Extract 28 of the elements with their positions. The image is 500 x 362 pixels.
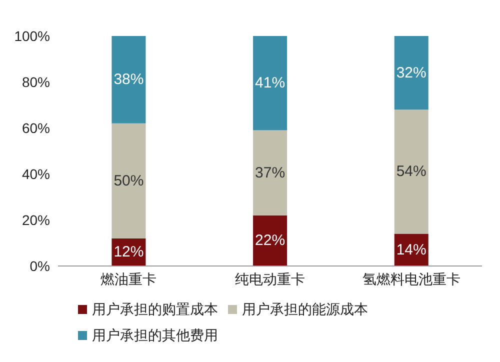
bar [394, 110, 428, 234]
x-tick-label: 纯电动重卡 [235, 270, 305, 287]
x-tick-label: 氢燃料电池重卡 [362, 270, 460, 287]
y-tick-label: 20% [22, 212, 50, 228]
data-label: 37% [255, 164, 286, 182]
data-label: 32% [396, 64, 426, 82]
y-tick-label: 60% [22, 120, 50, 136]
bar [253, 130, 288, 216]
legend-label: 用户承担的购置成本 [92, 300, 218, 319]
bar [394, 36, 428, 110]
data-label: 50% [114, 172, 144, 190]
x-tick-label: 燃油重卡 [100, 270, 157, 287]
data-label: 12% [114, 244, 144, 261]
legend-label: 用户承担的能源成本 [242, 300, 368, 319]
data-label: 54% [396, 163, 426, 180]
data-label: 41% [255, 74, 286, 92]
bar [112, 36, 146, 124]
y-tick-label: 100% [14, 28, 50, 44]
y-tick-label: 40% [22, 166, 50, 182]
data-label: 22% [255, 232, 286, 250]
bar [253, 36, 288, 130]
bar [253, 215, 288, 266]
y-tick-label: 0% [30, 258, 50, 274]
y-tick-label: 80% [22, 74, 50, 90]
data-label: 14% [396, 241, 426, 258]
data-label: 38% [114, 71, 144, 88]
legend-label: 用户承担的其他费用 [92, 326, 218, 345]
bar [112, 123, 146, 238]
